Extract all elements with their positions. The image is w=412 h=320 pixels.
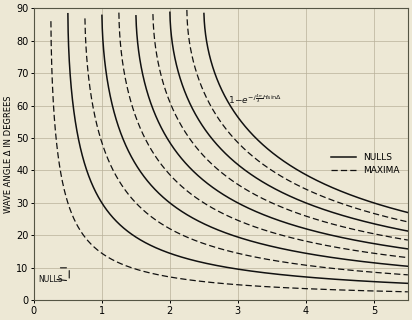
Text: NULLS: NULLS (39, 275, 63, 284)
Legend: NULLS, MAXIMA: NULLS, MAXIMA (330, 153, 400, 175)
Text: $1\!-\!e^{-j\,\frac{4\pi}{\lambda}H\sin\!\Delta}$: $1\!-\!e^{-j\,\frac{4\pi}{\lambda}H\sin\… (228, 92, 282, 106)
Y-axis label: WAVE ANGLE Δ IN DEGREES: WAVE ANGLE Δ IN DEGREES (4, 95, 13, 213)
